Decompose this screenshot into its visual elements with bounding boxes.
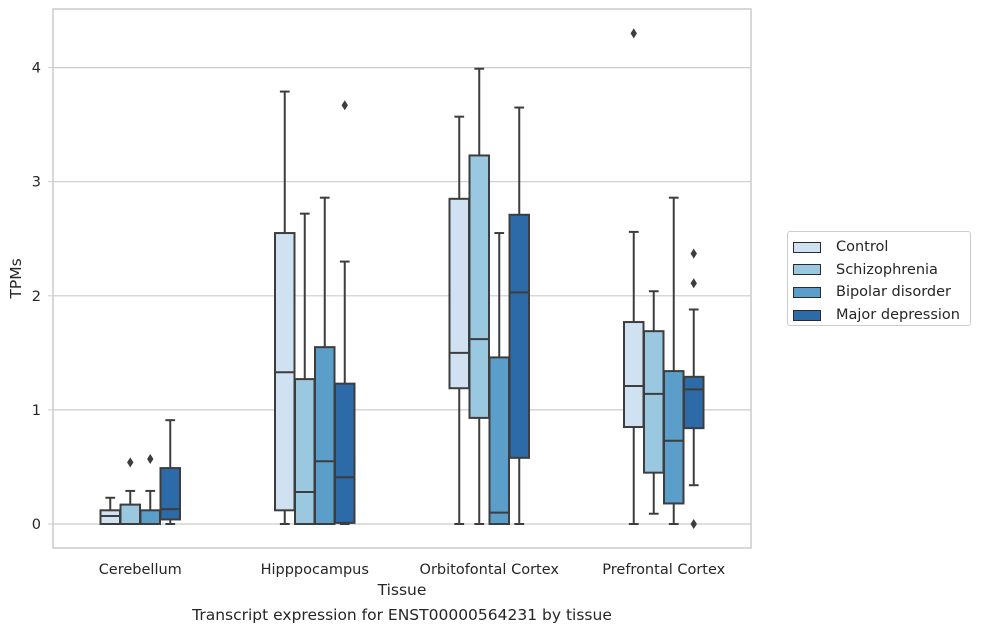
y-tick-label: 0 xyxy=(32,517,41,533)
legend-swatch-major-depression xyxy=(793,309,821,321)
box-major-depression xyxy=(334,382,356,524)
outlier-point-schizophrenia xyxy=(127,457,134,468)
box-major-depression xyxy=(683,375,705,430)
box-control xyxy=(448,197,470,390)
x-tick-label: Prefrontal Cortex xyxy=(602,562,725,578)
box-bipolar-disorder xyxy=(139,509,161,526)
legend-swatch-bipolar-disorder xyxy=(793,286,821,298)
box-control xyxy=(99,509,121,526)
legend-swatch-control xyxy=(793,241,821,253)
plot-frame xyxy=(52,8,752,549)
y-tick-label: 1 xyxy=(32,403,41,419)
legend-item-schizophrenia: Schizophrenia xyxy=(793,259,970,282)
legend-item-bipolar-disorder: Bipolar disorder xyxy=(793,281,970,304)
outlier-point-control xyxy=(630,28,637,39)
box-major-depression xyxy=(508,213,530,459)
outlier-point-major-depression xyxy=(341,100,348,111)
legend-item-major-depression: Major depression xyxy=(793,304,970,327)
x-tick-label: Hipppocampus xyxy=(261,562,369,578)
legend-label-major-depression: Major depression xyxy=(836,307,960,324)
outlier-point-major-depression xyxy=(690,519,697,529)
outlier-point-bipolar-disorder xyxy=(147,453,154,464)
box-schizophrenia xyxy=(119,503,141,525)
chart-legend: Control Schizophrenia Bipolar disorder M… xyxy=(787,231,971,326)
y-tick-label: 3 xyxy=(32,175,41,191)
legend-label-schizophrenia: Schizophrenia xyxy=(836,261,938,278)
box-schizophrenia xyxy=(294,378,316,525)
box-bipolar-disorder xyxy=(314,346,336,525)
box-schizophrenia xyxy=(468,154,490,419)
x-tick-label: Orbitofontal Cortex xyxy=(420,562,560,578)
y-axis-label: TPMs xyxy=(7,258,25,299)
outlier-point-major-depression xyxy=(690,248,697,259)
x-tick-label: Cerebellum xyxy=(99,562,182,578)
legend-item-control: Control xyxy=(793,236,970,259)
box-bipolar-disorder xyxy=(488,356,510,525)
y-tick-label: 2 xyxy=(32,289,41,305)
box-major-depression xyxy=(159,467,181,521)
legend-label-control: Control xyxy=(836,239,889,256)
box-bipolar-disorder xyxy=(663,370,685,505)
figure-caption: Transcript expression for ENST0000056423… xyxy=(192,606,612,624)
legend-swatch-schizophrenia xyxy=(793,264,821,276)
box-schizophrenia xyxy=(643,330,665,474)
y-tick-label: 4 xyxy=(32,61,41,77)
legend-label-bipolar-disorder: Bipolar disorder xyxy=(836,284,951,301)
x-axis-label: Tissue xyxy=(377,581,427,599)
box-control xyxy=(623,321,645,429)
outlier-point-major-depression xyxy=(690,278,697,289)
